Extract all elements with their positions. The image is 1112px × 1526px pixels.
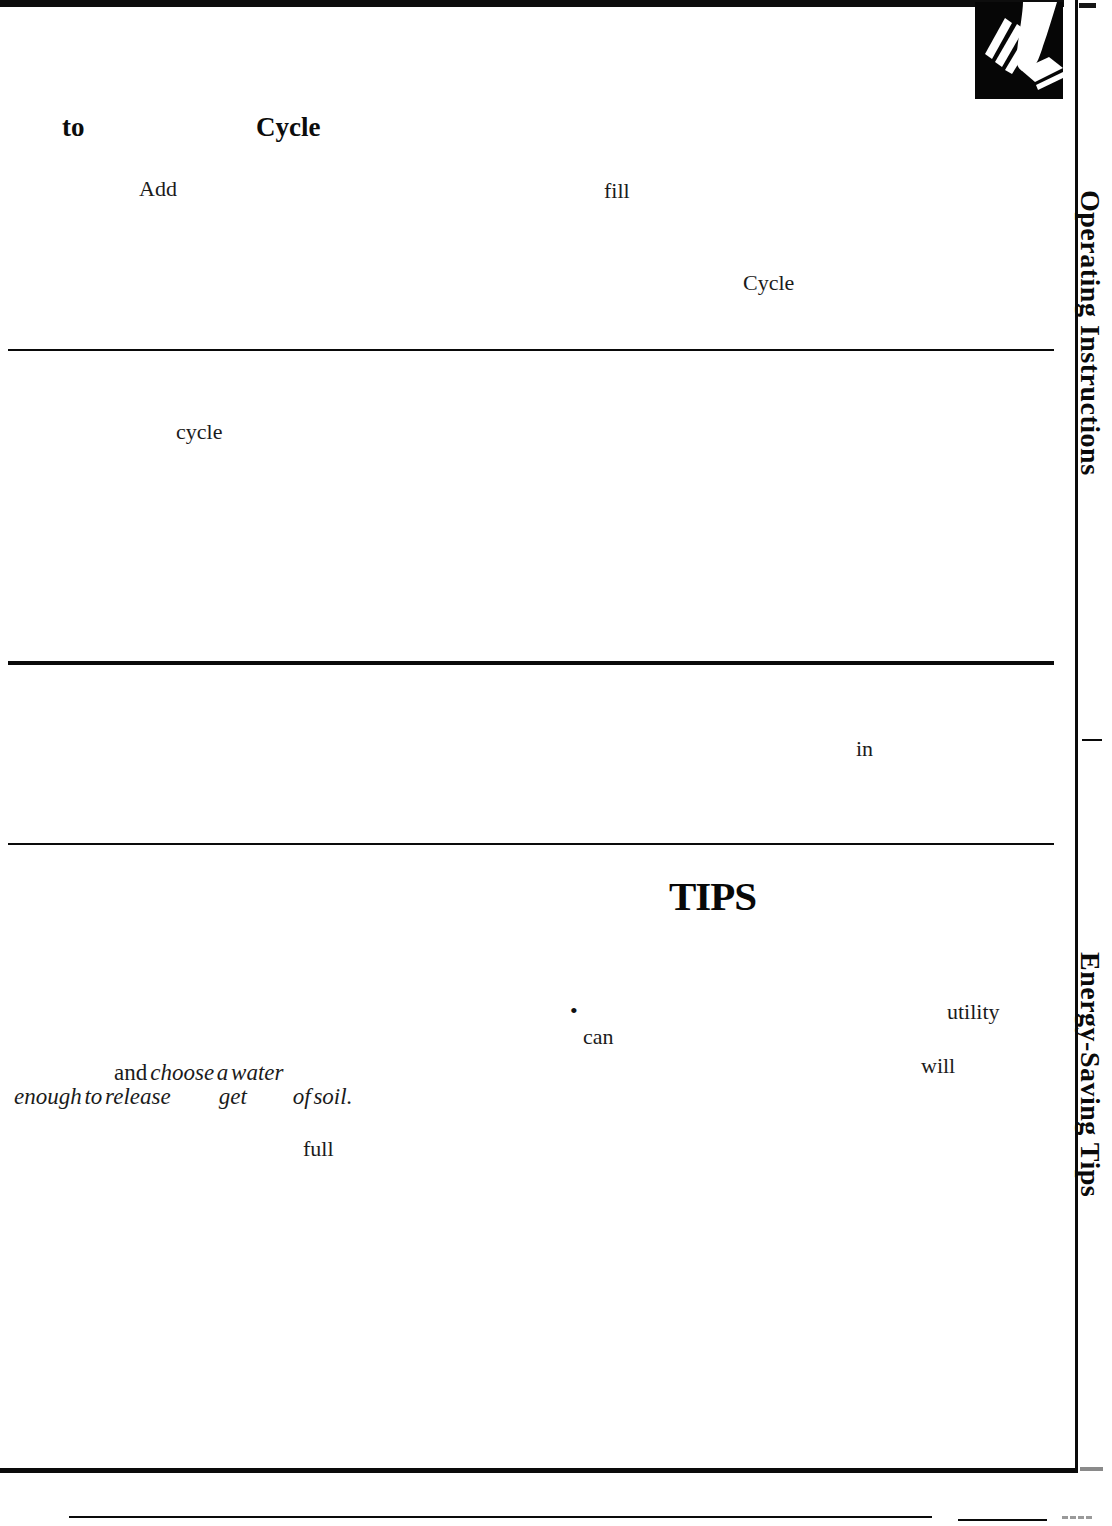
top-right-tick bbox=[1079, 3, 1096, 8]
top-scan-bar bbox=[0, 0, 1064, 7]
phrase-enough-to-release: enough to release bbox=[14, 1084, 171, 1109]
bottom-thin-rule bbox=[69, 1516, 932, 1518]
scanned-manual-page: Operating Instructions Energy-Saving Tip… bbox=[0, 0, 1112, 1526]
heading-word-to: to bbox=[62, 112, 85, 143]
bottom-short-rule bbox=[958, 1519, 1047, 1521]
word-cycle-cap: Cycle bbox=[743, 270, 794, 296]
phrase-choose-a-water: choose a water bbox=[150, 1060, 283, 1085]
section-divider-2 bbox=[8, 661, 1054, 665]
word-can: can bbox=[583, 1024, 614, 1050]
word-full: full bbox=[303, 1136, 334, 1162]
tips-heading: TIPS bbox=[669, 872, 756, 920]
bottom-thick-rule-gray-end bbox=[1080, 1467, 1103, 1471]
phrase-of-soil: of soil. bbox=[293, 1084, 353, 1109]
section-divider-3 bbox=[8, 843, 1054, 845]
word-add: Add bbox=[139, 176, 177, 202]
word-utility: utility bbox=[947, 999, 1000, 1025]
sidebar-label-energy-saving-tips: Energy-Saving Tips bbox=[1074, 952, 1106, 1197]
tips-bullet: • bbox=[570, 998, 578, 1024]
fragment-line-choose-water: andchoose a water bbox=[114, 1060, 283, 1086]
hand-pressing-button-icon bbox=[975, 2, 1063, 99]
word-get: get bbox=[219, 1084, 247, 1109]
sidebar-divider-tick bbox=[1082, 739, 1102, 741]
sidebar-label-operating-instructions: Operating Instructions bbox=[1074, 190, 1106, 476]
bottom-gray-dashes bbox=[1062, 1516, 1092, 1519]
word-in: in bbox=[856, 736, 873, 762]
hand-pressing-button-icon-svg bbox=[975, 2, 1063, 99]
fragment-line-enough-soil: enough to release get of soil. bbox=[14, 1084, 352, 1110]
word-cycle-lower: cycle bbox=[176, 419, 222, 445]
heading-word-cycle: Cycle bbox=[256, 112, 320, 143]
word-and: and bbox=[114, 1060, 147, 1085]
bottom-thick-rule bbox=[0, 1468, 1078, 1473]
word-fill: fill bbox=[604, 178, 630, 204]
section-divider-1 bbox=[8, 349, 1054, 351]
word-will: will bbox=[921, 1053, 955, 1079]
